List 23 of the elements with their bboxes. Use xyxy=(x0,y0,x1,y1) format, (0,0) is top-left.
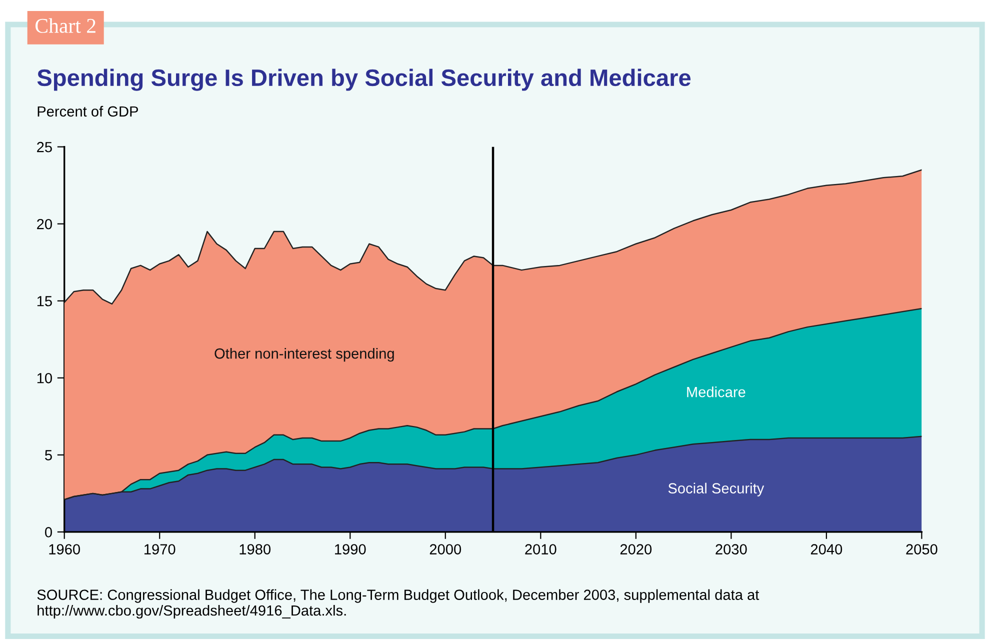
caption: Chart 2 xyxy=(36,18,96,33)
y-axis-title: Percent of GDP xyxy=(38,106,138,117)
y-tick-label: 15 xyxy=(37,296,52,306)
x-tick-label: 1980 xyxy=(240,544,271,554)
x-tick-label: 1970 xyxy=(144,544,176,554)
y-tick-label: 10 xyxy=(37,373,52,384)
x-tick-label: 1960 xyxy=(49,544,80,554)
series-label: Other non-interest spending xyxy=(214,348,394,362)
x-tick-label: 2020 xyxy=(620,544,652,554)
y-tick-label: 25 xyxy=(37,142,52,152)
y-tick-label: 5 xyxy=(45,450,52,460)
x-tick-label: 2000 xyxy=(430,544,462,554)
series-label: Medicare xyxy=(687,386,746,398)
source-note: SOURCE: Congressional Budget Office, The Long-Term Budget Outlook, December 2003, supplemental data at http://www.cbo.gov/Spreadsheet/4916_Data.xls. xyxy=(37,589,760,619)
y-tick-label: 20 xyxy=(37,218,52,230)
x-tick-label: 1990 xyxy=(335,544,366,554)
x-tick-label: 2030 xyxy=(716,544,747,554)
x-tick-label: 2050 xyxy=(906,544,938,554)
x-tick-label: 2040 xyxy=(810,544,842,554)
y-tick-label: 0 xyxy=(45,527,52,538)
x-tick-label: 2010 xyxy=(525,544,556,554)
series-label: Social Security xyxy=(668,482,764,496)
chart-title: Spending Surge Is Driven by Social Security and Medicare xyxy=(37,68,691,91)
